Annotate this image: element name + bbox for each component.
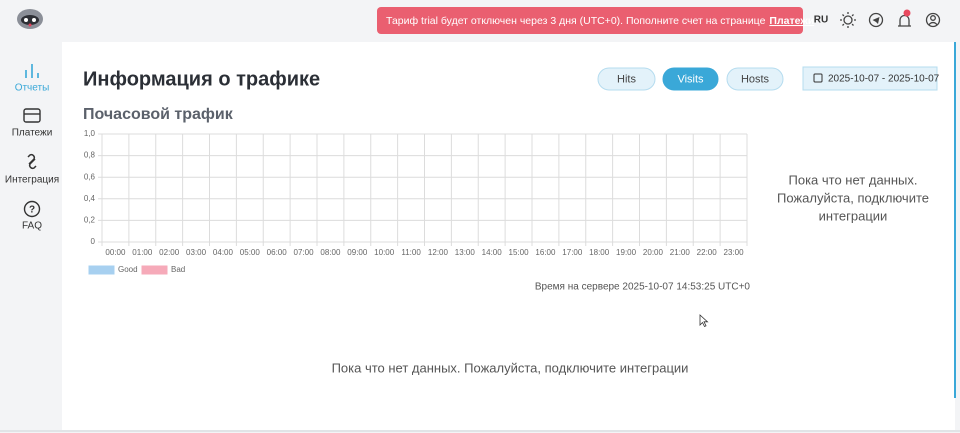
x-tick-label: 16:00	[535, 248, 556, 257]
side-message: Пока что нет данных.	[789, 172, 918, 187]
banner-message: Тариф trial будет отключен через 3 дня (…	[386, 15, 766, 27]
y-tick-label: 0,8	[84, 151, 96, 160]
x-tick-label: 14:00	[482, 248, 503, 257]
chart-title: Почасовой трафик	[83, 106, 234, 123]
date-range: 2025-10-07 - 2025-10-07	[828, 74, 940, 85]
nav-integration[interactable]: Интеграция	[5, 153, 59, 186]
x-tick-label: 08:00	[320, 248, 341, 257]
y-tick-label: 1,0	[84, 129, 96, 138]
tab-background	[662, 67, 719, 91]
x-tick-label: 01:00	[132, 248, 153, 257]
language-switch[interactable]: RU	[814, 15, 828, 26]
x-tick-label: 17:00	[562, 248, 583, 257]
legend-label: Good	[118, 265, 138, 274]
profile-button[interactable]	[925, 12, 941, 28]
x-tick-label: 02:00	[159, 248, 180, 257]
x-tick-label: 13:00	[455, 248, 476, 257]
nav-reports[interactable]: Отчеты	[15, 64, 50, 94]
x-tick-label: 05:00	[240, 248, 261, 257]
nav-label: Отчеты	[15, 83, 50, 94]
nav-label: Платежи	[12, 128, 53, 139]
legend-swatch	[88, 265, 115, 275]
side-message: интеграции	[819, 208, 888, 223]
tab-label: Hosts	[741, 73, 770, 85]
tab[interactable]: Hits	[597, 67, 656, 91]
x-tick-label: 15:00	[509, 248, 530, 257]
x-tick-label: 04:00	[213, 248, 234, 257]
x-tick-label: 12:00	[428, 248, 449, 257]
y-tick-label: 0,2	[84, 216, 96, 225]
x-tick-label: 19:00	[616, 248, 637, 257]
nav-faq[interactable]: ? FAQ	[22, 200, 42, 232]
side-message: Пожалуйста, подключите	[777, 190, 929, 205]
legend-item[interactable]: Good	[88, 265, 138, 275]
tab[interactable]: Hosts	[726, 67, 784, 91]
tab-label: Hits	[617, 73, 636, 85]
tab-background	[726, 67, 784, 91]
main-panel	[62, 42, 955, 430]
page-title: Информация о трафике	[83, 68, 320, 90]
server-time: Время на сервере 2025-10-07 14:53:25 UTC…	[535, 282, 751, 293]
trial-banner	[377, 7, 803, 34]
x-tick-label: 23:00	[724, 248, 745, 257]
x-tick-label: 22:00	[697, 248, 718, 257]
svg-text:?: ?	[29, 205, 35, 216]
x-tick-label: 10:00	[374, 248, 395, 257]
x-tick-label: 11:00	[401, 248, 421, 257]
tab-background	[597, 67, 656, 91]
y-tick-label: 0,4	[84, 194, 96, 203]
nav-label: Интеграция	[5, 175, 59, 186]
date-range-picker[interactable]: 2025-10-07 - 2025-10-07	[802, 66, 940, 91]
y-tick-label: 0,6	[84, 172, 96, 181]
empty-message: Пока что нет данных. Пожалуйста, подключ…	[332, 360, 689, 375]
y-tick-label: 0	[91, 237, 96, 246]
legend-label: Bad	[171, 265, 185, 274]
x-tick-label: 09:00	[347, 248, 368, 257]
theme-toggle[interactable]	[840, 12, 856, 28]
logo[interactable]	[17, 9, 43, 29]
x-tick-label: 21:00	[670, 248, 691, 257]
x-tick-label: 06:00	[267, 248, 288, 257]
legend-item[interactable]: Bad	[141, 265, 185, 275]
tabs: Hits Visits Hosts	[597, 67, 784, 91]
chart: 0 0,2 0,4 0,6 0,8 1,0 00:00 01:00 02:00 03:00 04:0…	[84, 129, 748, 275]
banner-link[interactable]: Платежи	[769, 15, 814, 27]
notifications-button[interactable]	[898, 9, 911, 27]
cursor	[699, 314, 709, 328]
tab[interactable]: Visits	[662, 67, 719, 91]
telegram-button[interactable]	[868, 12, 884, 28]
nav-payments[interactable]: Платежи	[12, 108, 53, 139]
legend-swatch	[141, 265, 168, 275]
x-tick-label: 18:00	[589, 248, 610, 257]
x-tick-label: 00:00	[105, 248, 126, 257]
x-tick-label: 07:00	[294, 248, 315, 257]
banner-text: Тариф trial будет отключен через 3 дня (…	[386, 15, 814, 27]
tab-label: Visits	[677, 73, 704, 85]
nav-label: FAQ	[22, 221, 42, 232]
x-tick-label: 03:00	[186, 248, 207, 257]
x-tick-label: 20:00	[643, 248, 664, 257]
